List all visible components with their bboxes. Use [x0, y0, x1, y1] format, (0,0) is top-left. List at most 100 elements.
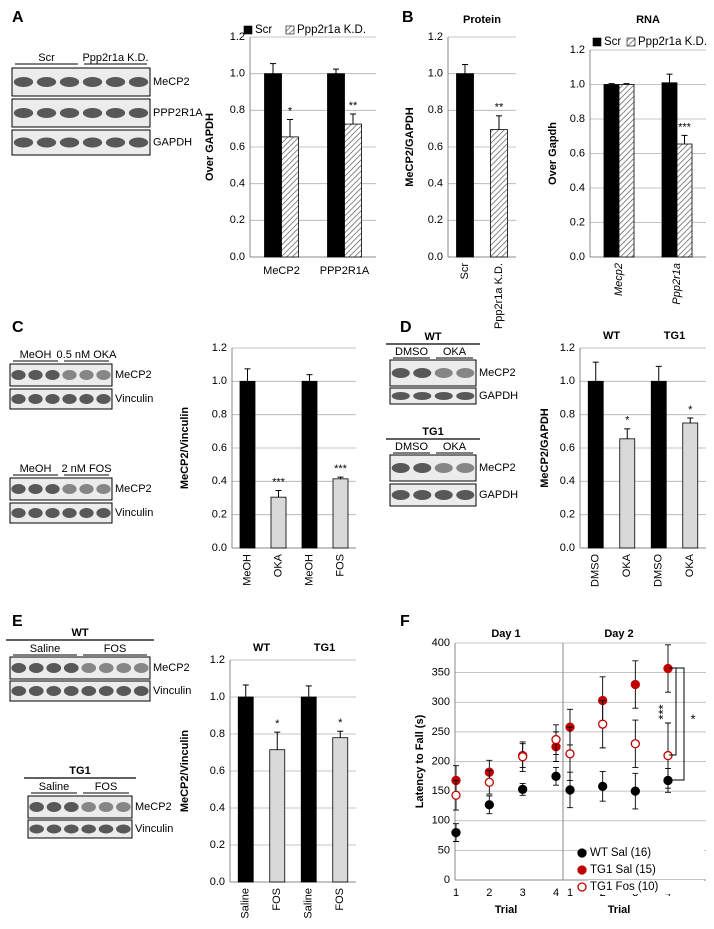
error-bar [305, 685, 312, 697]
blot-band [133, 663, 149, 673]
blot-band [62, 394, 77, 404]
x-tick-label: 4 [553, 887, 559, 899]
y-tick-label: 400 [432, 637, 450, 649]
blot-row-label: MeCP2 [135, 801, 172, 813]
significance: *** [334, 463, 348, 475]
blot-row-label: Vinculin [135, 823, 173, 835]
legend-bg [588, 846, 704, 860]
error-bar [274, 731, 281, 750]
legend-label: Ppp2r1a K.D. [638, 36, 707, 48]
x-tick-label: MeOH [303, 554, 315, 586]
x-tick-label: Ppp2r1a [671, 263, 683, 305]
blot-band [81, 686, 97, 696]
blot-band [64, 802, 79, 812]
blot-group-label: Saline [39, 781, 70, 793]
blot-title: WT [71, 627, 88, 639]
bar [281, 136, 299, 258]
error-bar [496, 115, 502, 130]
blot-band [28, 484, 43, 494]
blot-band [62, 370, 77, 380]
legend-swatch [285, 25, 295, 35]
blot-row-label: GAPDH [153, 136, 192, 148]
y-tick-label: 0.4 [212, 475, 227, 487]
point [451, 827, 461, 838]
legend-swatch [626, 37, 636, 47]
point [551, 734, 561, 745]
y-tick-label: 100 [432, 815, 450, 827]
bar [332, 737, 349, 883]
blot-band [98, 663, 114, 673]
bar [661, 82, 678, 258]
y-tick-label: 250 [432, 726, 450, 738]
bar [618, 84, 635, 258]
blot-band [11, 663, 27, 673]
error-bar [608, 83, 615, 85]
bar [344, 123, 362, 258]
y-tick-label: 1.2 [560, 342, 575, 354]
blot-band [36, 137, 57, 148]
significance: *** [678, 121, 692, 133]
error-bar [687, 417, 694, 423]
y-tick-label: 0.4 [570, 182, 585, 194]
blot-band [28, 508, 43, 518]
panel-label: C [12, 319, 24, 336]
panel-label: E [12, 613, 23, 630]
y-tick-label: 0.6 [560, 442, 575, 454]
point [551, 771, 561, 781]
legend-marker [577, 865, 587, 875]
blot-band [81, 802, 96, 812]
blot-band [413, 392, 432, 400]
blot-band [11, 508, 26, 518]
y-tick-label: 1.0 [428, 68, 443, 80]
blot-group-label: FOS [104, 643, 127, 655]
point [451, 790, 461, 800]
point [630, 786, 640, 796]
bar [300, 696, 317, 883]
y-tick-label: 0.8 [212, 409, 227, 421]
y-axis-label: MeCP2/GAPDH [539, 408, 551, 488]
y-tick-label: 0.2 [570, 216, 585, 228]
blot-band [28, 394, 43, 404]
y-tick-label: 0.8 [570, 113, 585, 125]
error-bar [333, 68, 339, 74]
blot-band [46, 686, 62, 696]
significance: ** [495, 102, 504, 114]
blot-band [29, 802, 44, 812]
legend-label: Scr [604, 36, 621, 48]
y-axis-label: Latency to Fall (s) [414, 714, 426, 808]
blot-row-label: MeCP2 [153, 76, 190, 88]
blot-group-label: Ppp2r1a K.D. [82, 52, 148, 64]
blot-band [45, 508, 60, 518]
significance: *** [272, 476, 286, 488]
blot-band [391, 392, 410, 400]
y-tick-label: 0.4 [210, 802, 225, 814]
blot-band [98, 802, 114, 812]
blot-band [116, 663, 132, 673]
x-tick-label: Saline [303, 888, 315, 919]
error-bar [462, 64, 468, 74]
blot-band [13, 77, 34, 87]
x-tick-label: MeOH [241, 554, 253, 586]
point [663, 750, 673, 761]
x-tick-label: 3 [520, 887, 526, 899]
bar [619, 438, 636, 549]
y-tick-label: 0.0 [210, 876, 225, 888]
y-tick-label: 0.0 [212, 542, 227, 554]
blot-title: TG1 [422, 426, 443, 438]
chart-title: Protein [463, 14, 501, 26]
blot-band [63, 663, 79, 673]
blot-band [105, 108, 126, 118]
blot-band [391, 463, 410, 473]
y-axis-label: MeCP2/Vinculin [179, 407, 191, 490]
y-tick-label: 1.2 [210, 654, 225, 666]
blot-band [62, 484, 77, 494]
blot-band [128, 137, 149, 148]
blot-band [46, 802, 62, 812]
blot-band [13, 137, 34, 148]
blot-band [11, 686, 27, 696]
blot-band [45, 484, 60, 494]
y-tick-label: 0.0 [230, 251, 245, 263]
x-tick-label: OKA [684, 553, 696, 577]
y-tick-label: 0.8 [560, 409, 575, 421]
blot-band [59, 137, 80, 148]
